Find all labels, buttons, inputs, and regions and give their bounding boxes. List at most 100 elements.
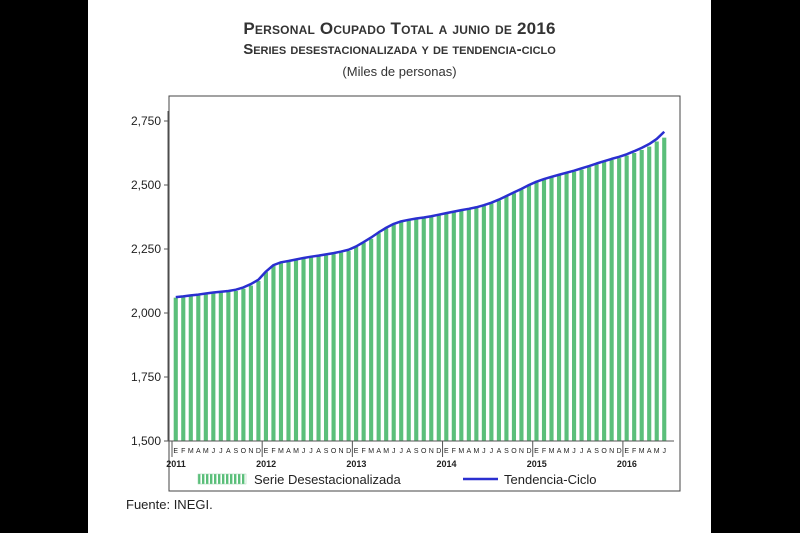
x-month-label: M xyxy=(293,448,299,455)
x-month-label: M xyxy=(188,448,194,455)
x-month-label: M xyxy=(458,448,464,455)
bar xyxy=(286,261,291,441)
chart-panel: Personal Ocupado Total a junio de 2016 S… xyxy=(88,0,711,533)
bar xyxy=(376,233,381,441)
bar xyxy=(278,263,284,441)
x-month-label: E xyxy=(354,448,359,455)
x-month-label: F xyxy=(271,448,275,455)
x-month-label: M xyxy=(549,448,555,455)
bar xyxy=(421,218,426,441)
bar xyxy=(331,254,336,441)
bar xyxy=(602,161,607,441)
x-month-label: A xyxy=(467,448,472,455)
trend-line xyxy=(175,130,666,299)
y-tick-label: 2,750 xyxy=(131,114,161,128)
x-month-label: M xyxy=(639,448,645,455)
bar xyxy=(211,293,216,441)
legend-bar-swatch xyxy=(210,474,213,484)
bar xyxy=(534,181,539,442)
legend-bar-swatch xyxy=(226,474,229,484)
x-month-label: M xyxy=(278,448,284,455)
y-tick-label: 1,500 xyxy=(131,434,161,448)
bar xyxy=(451,212,456,441)
bar xyxy=(526,185,532,441)
y-tick-label: 2,000 xyxy=(131,306,161,320)
x-year-label: 2012 xyxy=(256,459,276,469)
x-month-label: M xyxy=(203,448,209,455)
bar xyxy=(301,258,306,441)
bar xyxy=(323,255,329,441)
y-tick-label: 1,750 xyxy=(131,370,161,384)
bar xyxy=(271,265,276,441)
bar xyxy=(384,228,389,441)
x-month-label: D xyxy=(256,448,261,455)
x-month-label: A xyxy=(557,448,562,455)
bar xyxy=(248,285,253,441)
x-month-label: A xyxy=(376,448,381,455)
bar xyxy=(624,155,629,441)
legend-label-bars: Serie Desestacionalizada xyxy=(254,472,401,487)
chart-title: Personal Ocupado Total a junio de 2016 xyxy=(243,19,556,38)
bar xyxy=(293,260,299,441)
bar xyxy=(361,242,366,441)
bar xyxy=(188,296,193,441)
source-note: Fuente: INEGI. xyxy=(126,497,213,512)
bar xyxy=(662,137,667,441)
y-tick-label: 2,250 xyxy=(131,242,161,256)
bar xyxy=(226,291,231,441)
x-month-label: A xyxy=(587,448,592,455)
bar xyxy=(632,153,637,441)
legend-bar-swatch xyxy=(230,474,233,484)
bar xyxy=(316,256,321,441)
x-month-label: J xyxy=(309,448,313,455)
bar xyxy=(541,179,547,442)
x-month-label: A xyxy=(497,448,502,455)
x-month-label: J xyxy=(399,448,403,455)
x-month-label: N xyxy=(339,448,344,455)
x-month-label: S xyxy=(324,448,329,455)
x-year-label: 2015 xyxy=(527,459,547,469)
bar xyxy=(233,290,238,441)
x-month-label: O xyxy=(511,448,517,455)
bar xyxy=(504,196,509,441)
x-month-label: N xyxy=(248,448,253,455)
bar xyxy=(429,217,434,441)
bar xyxy=(339,252,344,441)
bar xyxy=(414,219,419,441)
x-month-label: F xyxy=(181,448,185,455)
bar xyxy=(391,224,396,441)
legend-bar-swatch xyxy=(238,474,241,484)
bar xyxy=(241,288,246,441)
x-month-label: D xyxy=(526,448,531,455)
bar xyxy=(549,177,554,441)
bar xyxy=(579,169,584,441)
chart-subtitle: Series desestacionalizada y de tendencia… xyxy=(243,41,556,58)
legend: Serie Desestacionalizada Tendencia-Ciclo xyxy=(197,472,597,487)
legend-bar-swatch xyxy=(218,474,221,484)
x-month-label: M xyxy=(473,448,479,455)
bar xyxy=(203,294,208,441)
legend-bar-swatch-frame xyxy=(197,473,247,485)
legend-bar-swatch xyxy=(214,474,217,484)
bar xyxy=(489,203,494,441)
x-month-label: S xyxy=(234,448,239,455)
bar xyxy=(466,209,471,441)
bar xyxy=(173,297,178,441)
x-year-label: 2013 xyxy=(346,459,366,469)
x-month-label: D xyxy=(617,448,622,455)
x-month-label: M xyxy=(383,448,389,455)
bar xyxy=(647,146,652,441)
x-month-label: J xyxy=(302,448,306,455)
bar xyxy=(369,238,374,441)
bar xyxy=(556,175,562,441)
bar xyxy=(181,297,186,441)
bar xyxy=(594,164,599,441)
bar xyxy=(519,189,524,441)
x-month-label: A xyxy=(196,448,201,455)
x-month-label: M xyxy=(564,448,570,455)
x-month-label: E xyxy=(624,448,629,455)
x-month-label: D xyxy=(436,448,441,455)
x-month-label: D xyxy=(346,448,351,455)
